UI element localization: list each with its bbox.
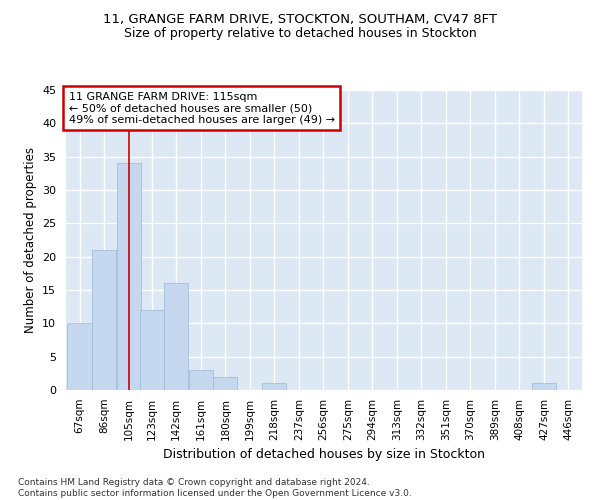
Bar [140,310,164,390]
Bar [532,384,556,390]
Bar [164,284,188,390]
Text: 11, GRANGE FARM DRIVE, STOCKTON, SOUTHAM, CV47 8FT: 11, GRANGE FARM DRIVE, STOCKTON, SOUTHAM… [103,12,497,26]
Bar [67,324,92,390]
Bar [213,376,238,390]
Bar [189,370,213,390]
Text: Size of property relative to detached houses in Stockton: Size of property relative to detached ho… [124,28,476,40]
Y-axis label: Number of detached properties: Number of detached properties [23,147,37,333]
Text: Contains HM Land Registry data © Crown copyright and database right 2024.
Contai: Contains HM Land Registry data © Crown c… [18,478,412,498]
Bar [116,164,140,390]
Bar [262,384,286,390]
X-axis label: Distribution of detached houses by size in Stockton: Distribution of detached houses by size … [163,448,485,461]
Text: 11 GRANGE FARM DRIVE: 115sqm
← 50% of detached houses are smaller (50)
49% of se: 11 GRANGE FARM DRIVE: 115sqm ← 50% of de… [68,92,335,124]
Bar [92,250,116,390]
